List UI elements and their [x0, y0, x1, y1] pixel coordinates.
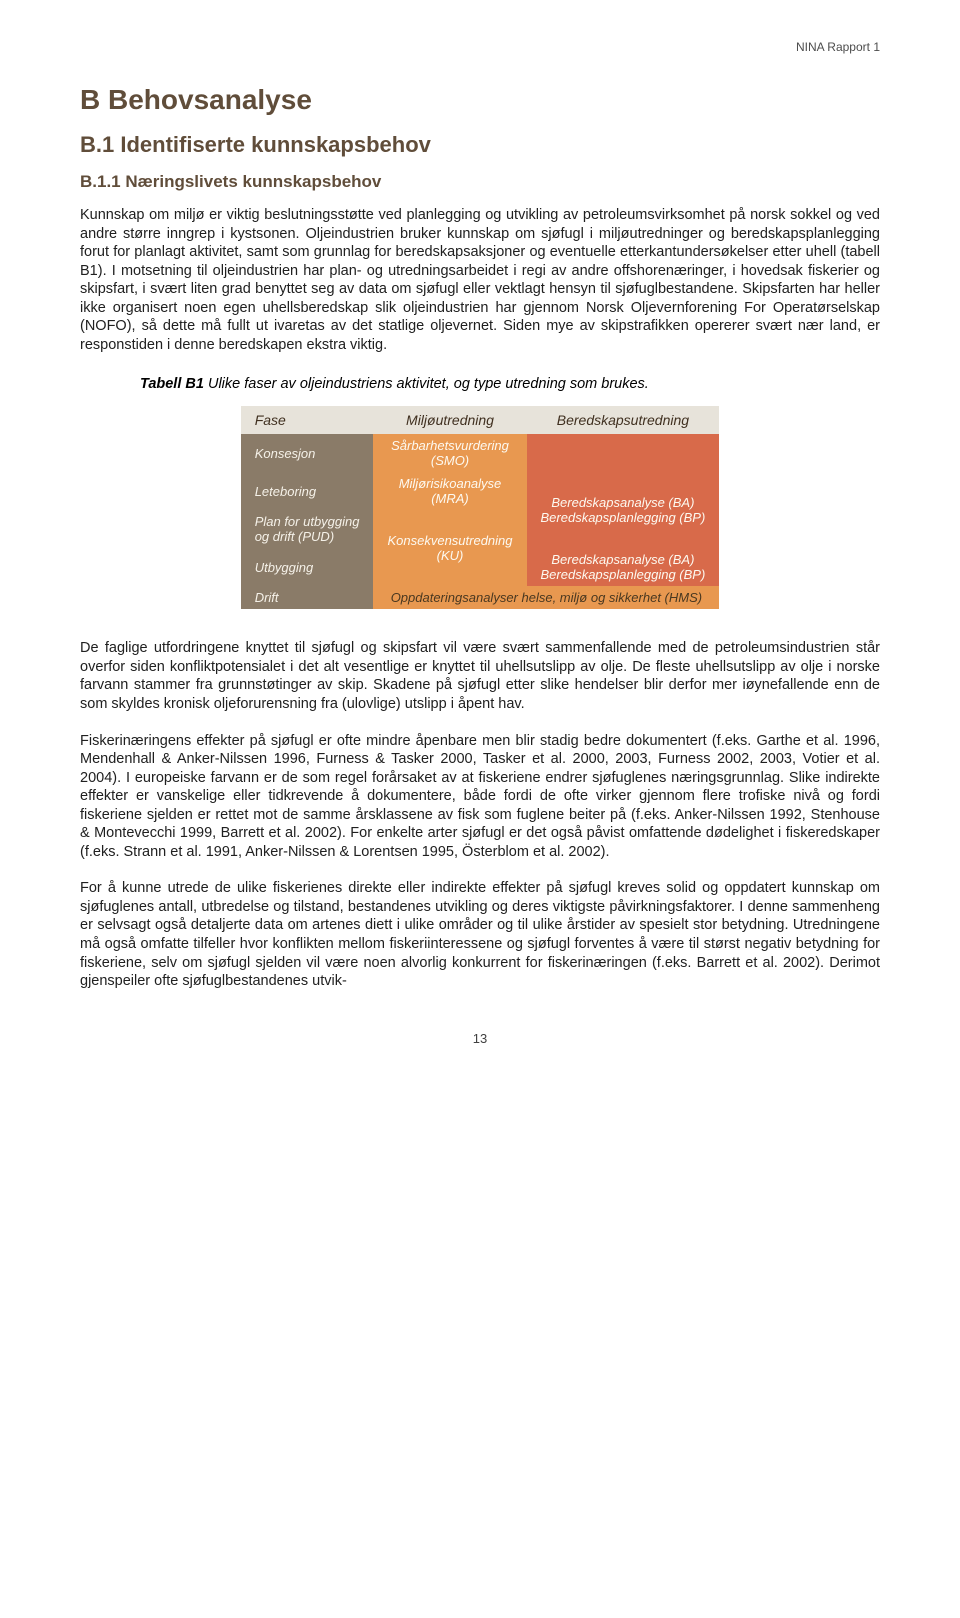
col-header-miljo: Miljøutredning: [373, 406, 526, 434]
phase-konsesjon: Konsesjon: [241, 434, 374, 472]
col-header-beredskap: Beredskapsutredning: [527, 406, 720, 434]
cell-text: Sårbarhetsvurdering: [391, 438, 509, 453]
phase-utbygging: Utbygging: [241, 548, 374, 586]
cell-text: (MRA): [431, 491, 469, 506]
prep-ba-bp-2: Beredskapsanalyse (BA) Beredskapsplanleg…: [527, 548, 720, 586]
section-heading-b1: B.1 Identifiserte kunnskapsbehov: [80, 132, 880, 158]
env-mra: Miljørisikoanalyse (MRA): [373, 472, 526, 510]
cell-text: Konsekvensutredning: [387, 533, 512, 548]
table-header-row: Fase Miljøutredning Beredskapsutredning: [241, 406, 720, 434]
page-number: 13: [80, 1031, 880, 1046]
paragraph-2: De faglige utfordringene knyttet til sjø…: [80, 639, 880, 713]
table-caption-label: Tabell B1: [140, 376, 204, 392]
paragraph-3: Fiskerinæringens effekter på sjøfugl er …: [80, 732, 880, 862]
cell-text: Beredskapsanalyse (BA): [551, 495, 694, 510]
phase-leteboring: Leteboring: [241, 472, 374, 510]
env-smo: Sårbarhetsvurdering (SMO): [373, 434, 526, 472]
section-heading-b: B Behovsanalyse: [80, 84, 880, 116]
env-ku: Konsekvensutredning (KU): [373, 510, 526, 586]
col-header-fase: Fase: [241, 406, 374, 434]
prep-empty: [527, 434, 720, 472]
table-row: Drift Oppdateringsanalyser helse, miljø …: [241, 586, 720, 609]
cell-text: Plan for utbygging: [255, 514, 360, 529]
paragraph-1: Kunnskap om miljø er viktig beslutningss…: [80, 206, 880, 354]
section-heading-b11: B.1.1 Næringslivets kunnskapsbehov: [80, 172, 880, 192]
cell-text: Beredskapsplanlegging (BP): [541, 567, 706, 582]
phase-table: Fase Miljøutredning Beredskapsutredning …: [241, 406, 720, 609]
cell-text: Beredskapsanalyse (BA): [551, 552, 694, 567]
cell-text: (KU): [437, 548, 464, 563]
hms-merged: Oppdateringsanalyser helse, miljø og sik…: [373, 586, 719, 609]
paragraph-4: For å kunne utrede de ulike fiskerienes …: [80, 879, 880, 990]
cell-text: Miljørisikoanalyse: [399, 476, 502, 491]
table-caption: Tabell B1 Ulike faser av oljeindustriens…: [80, 376, 880, 392]
prep-ba-bp-1: Beredskapsanalyse (BA) Beredskapsplanleg…: [527, 472, 720, 548]
table-row: Leteboring Miljørisikoanalyse (MRA) Bere…: [241, 472, 720, 510]
report-header: NINA Rapport 1: [80, 40, 880, 54]
cell-text: Beredskapsplanlegging (BP): [541, 510, 706, 525]
cell-text: og drift (PUD): [255, 529, 334, 544]
table-caption-text: Ulike faser av oljeindustriens aktivitet…: [208, 376, 649, 392]
phase-drift: Drift: [241, 586, 374, 609]
table-row: Konsesjon Sårbarhetsvurdering (SMO): [241, 434, 720, 472]
cell-text: (SMO): [431, 453, 469, 468]
phase-pud: Plan for utbygging og drift (PUD): [241, 510, 374, 548]
